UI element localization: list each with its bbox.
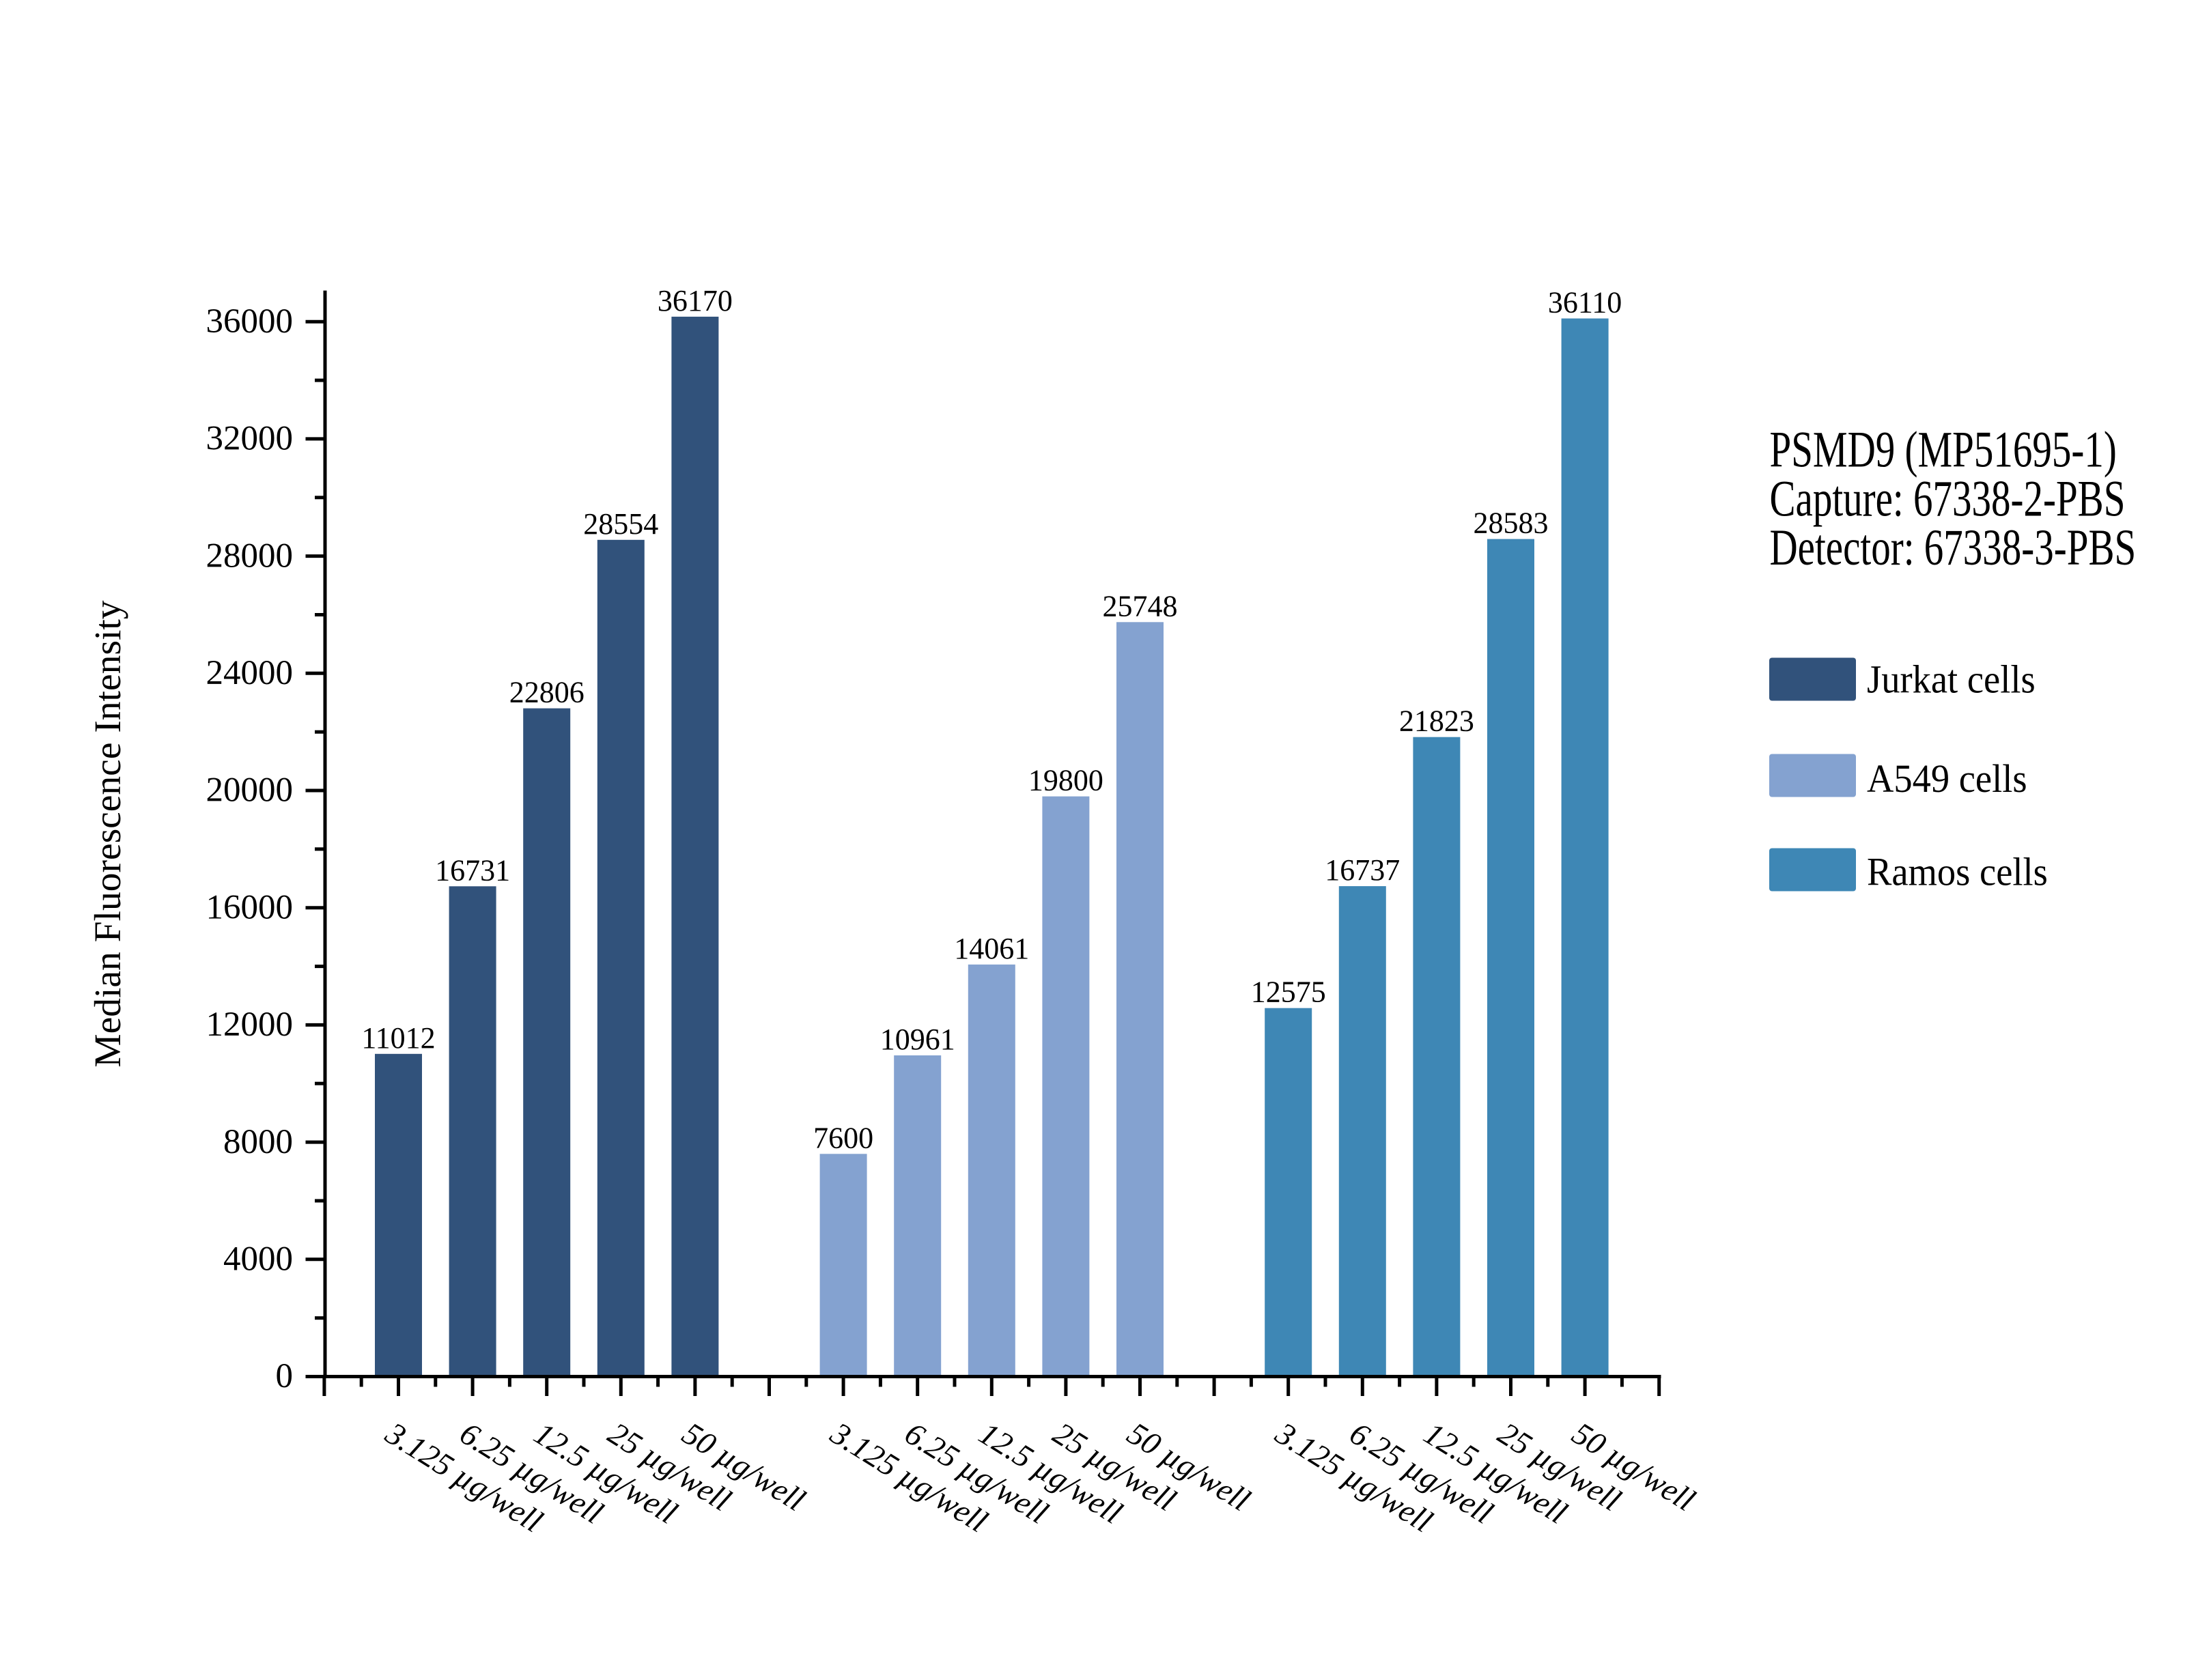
svg-text:A549 cells: A549 cells: [1867, 758, 2027, 801]
svg-text:19800: 19800: [1028, 764, 1103, 797]
svg-text:12000: 12000: [206, 1006, 294, 1044]
svg-text:Jurkat cells: Jurkat cells: [1867, 658, 2036, 702]
svg-text:8000: 8000: [223, 1123, 293, 1161]
svg-text:20000: 20000: [206, 771, 294, 810]
svg-text:28000: 28000: [206, 537, 294, 575]
svg-text:0: 0: [276, 1357, 294, 1395]
svg-text:28583: 28583: [1474, 507, 1549, 540]
svg-text:16731: 16731: [435, 853, 510, 887]
svg-text:22806: 22806: [509, 676, 585, 709]
svg-text:36000: 36000: [206, 302, 294, 341]
svg-text:16000: 16000: [206, 888, 294, 926]
svg-text:36110: 36110: [1548, 286, 1622, 319]
svg-text:Detector: 67338-3-PBS: Detector: 67338-3-PBS: [1770, 520, 2137, 576]
svg-text:16737: 16737: [1325, 853, 1400, 887]
svg-text:14061: 14061: [954, 932, 1029, 965]
svg-text:12575: 12575: [1251, 976, 1326, 1009]
svg-text:4000: 4000: [223, 1240, 293, 1279]
svg-text:28554: 28554: [583, 507, 658, 541]
svg-text:PSMD9 (MP51695-1): PSMD9 (MP51695-1): [1770, 422, 2117, 478]
svg-text:25748: 25748: [1103, 589, 1178, 623]
svg-text:36170: 36170: [658, 284, 733, 317]
svg-text:7600: 7600: [813, 1121, 873, 1154]
svg-text:24000: 24000: [206, 654, 294, 692]
svg-text:11012: 11012: [361, 1021, 435, 1055]
svg-text:Capture: 67338-2-PBS: Capture: 67338-2-PBS: [1770, 471, 2126, 527]
svg-text:10961: 10961: [880, 1023, 955, 1056]
svg-text:32000: 32000: [206, 420, 294, 458]
svg-text:Median Fluorescence Intensity: Median Fluorescence Intensity: [87, 600, 129, 1068]
svg-text:21823: 21823: [1399, 704, 1474, 738]
svg-text:Ramos cells: Ramos cells: [1867, 851, 2048, 894]
